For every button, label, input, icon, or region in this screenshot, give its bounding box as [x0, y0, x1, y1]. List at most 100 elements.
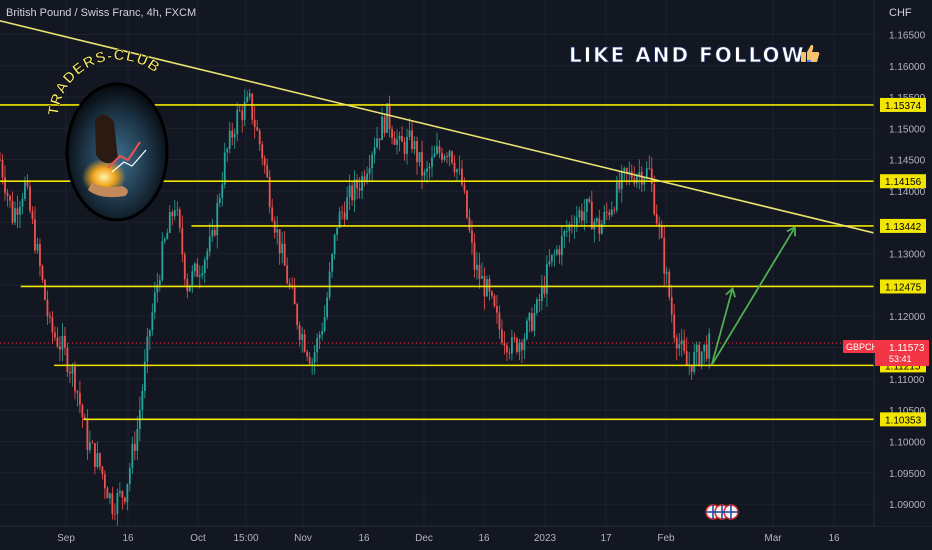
candle-body [635, 175, 638, 184]
time-tick-label: Feb [657, 533, 675, 544]
candle-body [381, 116, 383, 141]
candle-body [14, 208, 16, 223]
candle-body [211, 229, 214, 237]
candle-body [121, 491, 124, 498]
candle-body [21, 198, 24, 207]
candle-body [123, 497, 126, 503]
candle-body [111, 493, 114, 514]
candle-body [700, 351, 703, 365]
candle-body [336, 227, 339, 235]
candle-body [9, 195, 11, 201]
level-label-bg [880, 412, 926, 427]
candle-body [41, 266, 44, 280]
forecast-arrows [710, 225, 797, 366]
candle-body [6, 192, 9, 196]
candle-body [658, 223, 661, 227]
candle-body [156, 285, 159, 293]
time-tick-label: Mar [764, 533, 782, 544]
price-tick-label: 1.13000 [889, 250, 926, 261]
candle-body [501, 329, 503, 343]
candle-body [101, 466, 104, 475]
candle-body [143, 361, 146, 391]
level-label-bg [880, 174, 926, 189]
candle-body [96, 453, 99, 467]
candle-body [166, 232, 169, 240]
candle-body [348, 185, 351, 198]
candle-body [665, 271, 668, 274]
candle-body [473, 242, 476, 270]
candle-body [521, 342, 523, 350]
candle-body [69, 371, 71, 374]
time-tick-label: Sep [57, 533, 75, 544]
candle-body [523, 338, 526, 350]
thumbs-up-icon [801, 44, 820, 62]
candle-body [276, 229, 279, 233]
time-tick-label: Oct [190, 533, 206, 544]
candle-body [625, 168, 628, 173]
candle-body [533, 312, 536, 331]
price-axis[interactable] [875, 0, 932, 526]
candle-body [231, 130, 234, 138]
candle-body [508, 352, 511, 354]
candle-body [186, 279, 189, 292]
candle-body [685, 351, 688, 367]
candle-body [418, 152, 421, 163]
economic-events-icons[interactable] [705, 504, 739, 520]
price-tick-label: 1.12000 [889, 312, 926, 323]
candle-body [518, 342, 521, 352]
candle-body [436, 146, 438, 154]
symbol-badge: GBPCHF [846, 342, 884, 352]
candle-body [383, 116, 386, 133]
forecast-arrow-line [710, 288, 734, 366]
candle-body [618, 181, 621, 190]
candle-body [316, 338, 319, 353]
candle-body [343, 212, 346, 220]
candle-body [690, 364, 693, 372]
time-axis[interactable] [0, 527, 932, 550]
candle-body [246, 96, 249, 102]
candle-body [670, 297, 673, 315]
candle-body [705, 344, 708, 359]
candle-body [261, 144, 264, 159]
candle-body [680, 340, 683, 345]
price-tick-label: 1.14500 [889, 156, 926, 167]
candle-body [373, 147, 376, 155]
candle-body [0, 159, 1, 161]
candle-body [1, 159, 4, 178]
candle-body [51, 317, 54, 333]
candle-body [695, 344, 698, 353]
promo-text: LIKE AND FOLLOW [569, 43, 806, 67]
candle-body [498, 312, 501, 330]
candle-body [488, 279, 491, 292]
time-tick-label: Nov [294, 533, 312, 544]
candle-body [653, 184, 656, 215]
candle-body [645, 168, 648, 179]
candle-body [628, 171, 631, 173]
candle-body [216, 202, 219, 236]
candle-body [88, 442, 91, 451]
candle-body [84, 417, 86, 420]
descending-trendline[interactable] [0, 19, 875, 234]
candle-body [673, 314, 676, 338]
candle-body [506, 345, 508, 353]
time-tick-label: 16 [478, 533, 490, 544]
symbol-title: British Pound / Swiss Franc, 4h, FXCM [6, 7, 196, 19]
candle-body [423, 171, 426, 176]
price-tick-label: 1.16000 [889, 62, 926, 73]
candle-body [26, 180, 29, 187]
candle-body [398, 135, 401, 140]
candle-body [693, 352, 696, 372]
candle-body [298, 325, 301, 340]
candle-body [126, 483, 129, 503]
candle-body [278, 229, 281, 254]
candle-body [221, 184, 224, 198]
price-tick-label: 1.15000 [889, 124, 926, 135]
time-tick-label: 15:00 [233, 533, 258, 544]
candle-body [361, 176, 363, 191]
candle-body [650, 168, 653, 185]
candle-body [79, 392, 81, 405]
candle-body [103, 474, 106, 489]
candle-body [543, 285, 546, 294]
candle-body [413, 140, 416, 150]
